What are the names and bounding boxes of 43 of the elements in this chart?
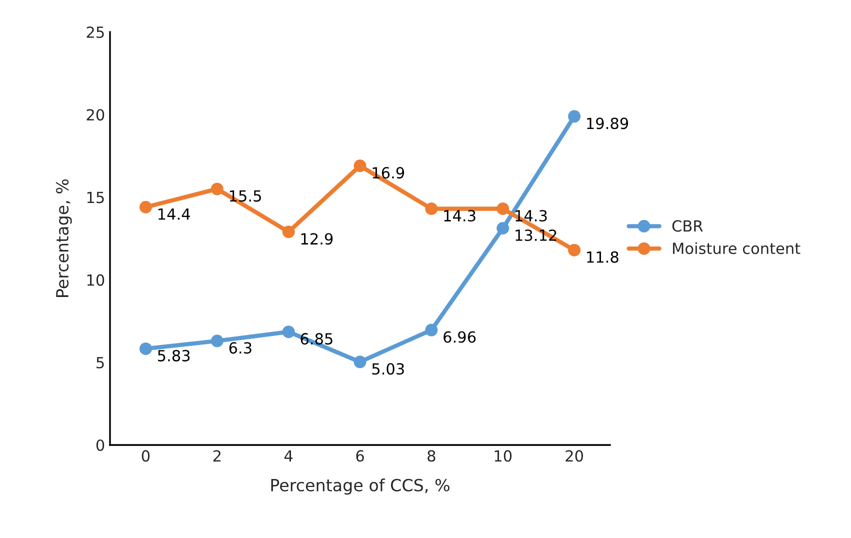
point <box>496 202 510 216</box>
point <box>139 200 152 214</box>
data-label: 16.9 <box>372 167 404 179</box>
x-tick-label: 10 <box>494 450 512 462</box>
point <box>568 110 581 123</box>
legend-label: CBR <box>672 220 703 232</box>
y-tick-label: 5 <box>96 357 104 368</box>
point <box>496 222 510 235</box>
point <box>425 202 438 216</box>
data-label: 6.3 <box>229 342 252 354</box>
point <box>282 226 295 238</box>
x-tick-label: 20 <box>566 450 583 462</box>
data-label: 19.89 <box>587 118 628 130</box>
data-label: 5.03 <box>372 363 404 375</box>
data-label: 5.83 <box>158 350 190 362</box>
data-label: 12.9 <box>301 233 333 245</box>
x-axis-title: Percentage of CCS, % <box>271 478 450 495</box>
x-tick-label: 2 <box>213 450 220 462</box>
data-label: 15.5 <box>230 190 261 202</box>
point <box>139 342 152 355</box>
data-label: 14.3 <box>516 210 547 222</box>
data-label: 6.96 <box>444 331 476 343</box>
x-tick-label: 8 <box>428 450 436 462</box>
point <box>210 182 224 196</box>
point <box>210 334 224 348</box>
data-label: 11.8 <box>587 251 618 263</box>
x-tick-label: 0 <box>142 450 150 462</box>
y-tick-label: 0 <box>96 439 104 452</box>
data-label: 14.3 <box>444 210 476 222</box>
point <box>568 244 581 256</box>
legend-label: Moisture content <box>673 242 800 254</box>
y-axis-title: Percentage, % <box>56 179 72 297</box>
x-tick-label: 6 <box>356 450 364 462</box>
y-tick-label: 15 <box>87 192 104 204</box>
point <box>354 356 366 368</box>
x-tick-label: 4 <box>284 450 293 462</box>
point <box>282 326 295 338</box>
y-tick-label: 20 <box>86 109 104 121</box>
point <box>425 324 438 336</box>
y-tick-label: 10 <box>87 274 104 286</box>
data-label: 14.4 <box>158 208 190 220</box>
point <box>354 160 366 172</box>
y-tick-label: 25 <box>86 26 104 38</box>
